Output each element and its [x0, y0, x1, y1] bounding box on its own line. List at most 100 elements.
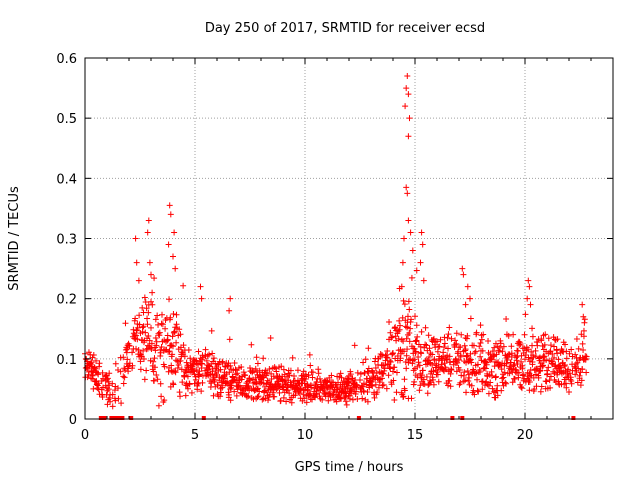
- data-point: [158, 320, 165, 327]
- data-point: [490, 353, 497, 360]
- y-tick-label: 0.1: [56, 353, 77, 368]
- data-point: [231, 359, 238, 366]
- data-point: [405, 91, 412, 98]
- data-point: [279, 383, 286, 390]
- data-point: [464, 352, 471, 359]
- data-point: [126, 342, 133, 349]
- data-point: [392, 324, 399, 331]
- data-point: [424, 390, 431, 397]
- data-point: [405, 217, 412, 224]
- data-point: [547, 373, 554, 380]
- data-point: [154, 312, 161, 319]
- data-point: [283, 398, 290, 405]
- data-point: [309, 374, 316, 381]
- data-point: [151, 275, 158, 282]
- data-point: [538, 336, 545, 343]
- data-point: [529, 325, 536, 332]
- data-point: [129, 362, 136, 369]
- data-point: [109, 391, 116, 398]
- data-point: [446, 377, 453, 384]
- data-point: [395, 335, 402, 342]
- data-point: [316, 393, 323, 400]
- data-point: [148, 324, 154, 331]
- data-point: [478, 336, 485, 343]
- data-point: [485, 382, 492, 389]
- y-tick-label: 0.4: [56, 172, 77, 187]
- data-point: [109, 403, 116, 410]
- data-point: [420, 376, 427, 383]
- data-point: [375, 384, 382, 391]
- data-point: [167, 211, 174, 218]
- data-point: [401, 235, 407, 242]
- data-point: [529, 361, 536, 368]
- data-point: [322, 393, 329, 400]
- data-point: [406, 306, 413, 313]
- data-point: [210, 355, 217, 362]
- data-point: [162, 325, 169, 332]
- data-point: [566, 388, 572, 395]
- data-point: [403, 85, 410, 92]
- data-point: [441, 344, 448, 351]
- data-point: [122, 366, 129, 373]
- data-point: [277, 397, 284, 404]
- data-point: [529, 333, 536, 340]
- data-gap-marker: [112, 416, 117, 420]
- data-point: [202, 346, 209, 353]
- data-point: [273, 368, 280, 375]
- data-point: [122, 320, 129, 327]
- data-point: [179, 379, 186, 386]
- data-point: [415, 359, 422, 366]
- data-gap-marker: [114, 416, 119, 420]
- data-point: [314, 383, 321, 390]
- data-point: [545, 335, 552, 342]
- data-point: [401, 348, 407, 355]
- data-point: [188, 389, 195, 396]
- data-gap-marker: [98, 416, 103, 420]
- data-point: [498, 366, 505, 373]
- data-point: [132, 315, 139, 322]
- data-point: [380, 370, 387, 377]
- data-point: [121, 374, 128, 381]
- data-point: [519, 365, 526, 372]
- data-point: [473, 329, 480, 336]
- data-point: [577, 382, 584, 389]
- data-point: [384, 354, 391, 361]
- data-point: [399, 259, 406, 266]
- data-point: [391, 397, 398, 404]
- data-point: [371, 394, 378, 401]
- data-gap-marker: [356, 416, 361, 420]
- data-point: [411, 345, 418, 352]
- y-tick-label: 0.6: [56, 52, 77, 67]
- data-point: [397, 322, 404, 329]
- data-point: [139, 324, 146, 331]
- data-point: [574, 379, 581, 386]
- data-point: [533, 383, 540, 390]
- data-point: [503, 360, 510, 367]
- data-point: [474, 361, 481, 368]
- data-point: [106, 382, 113, 389]
- data-point: [208, 327, 215, 334]
- data-point: [312, 394, 319, 401]
- data-point: [112, 397, 119, 404]
- data-point: [508, 350, 515, 357]
- data-point: [582, 356, 589, 363]
- data-point: [171, 229, 178, 236]
- data-point: [333, 398, 340, 405]
- data-point: [99, 394, 106, 401]
- data-point: [137, 366, 144, 373]
- data-point: [468, 359, 475, 366]
- data-point: [400, 297, 407, 304]
- data-point: [518, 385, 525, 392]
- data-point: [106, 370, 113, 377]
- data-point: [288, 399, 295, 406]
- data-point: [354, 396, 361, 403]
- data-point: [131, 331, 138, 338]
- data-point: [458, 372, 465, 379]
- data-point: [405, 298, 412, 305]
- data-point: [500, 374, 507, 381]
- data-point: [342, 398, 349, 405]
- data-point: [357, 377, 363, 384]
- data-point: [402, 359, 409, 366]
- data-point: [409, 247, 416, 254]
- data-point: [245, 393, 252, 400]
